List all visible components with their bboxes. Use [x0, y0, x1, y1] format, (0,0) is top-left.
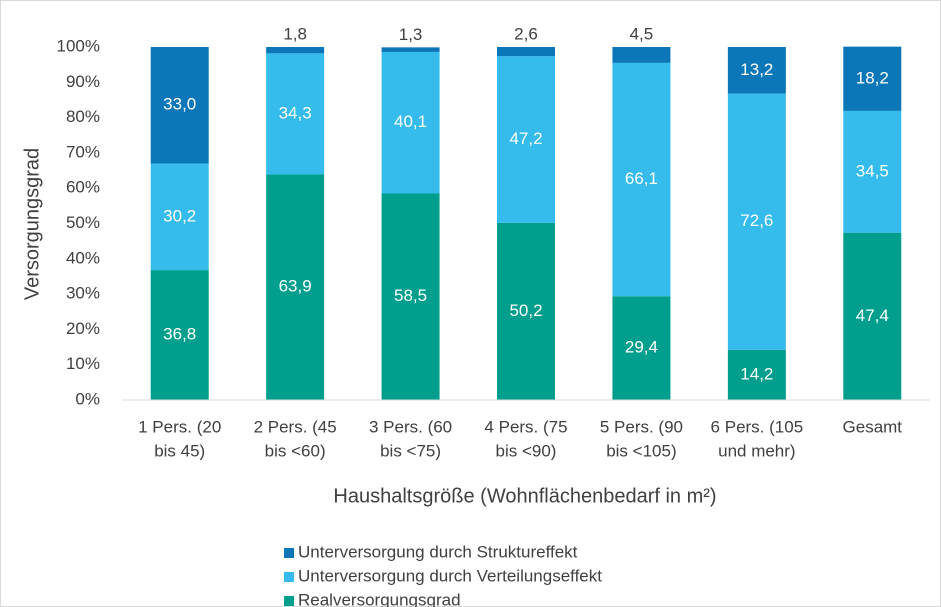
bar-segment: [150, 47, 209, 164]
bar-segment: [843, 110, 902, 233]
x-tick-label: bis <75): [380, 441, 441, 460]
y-tick-label: 90%: [66, 72, 100, 91]
legend-swatch: [284, 548, 294, 558]
y-tick-label: 30%: [66, 284, 100, 303]
value-label: 58,5: [394, 286, 427, 305]
x-tick-label: bis <90): [496, 441, 557, 460]
value-label: 63,9: [279, 277, 312, 296]
bar-segment: [727, 349, 786, 400]
value-label: 1,3: [399, 25, 423, 44]
value-label: 36,8: [163, 325, 196, 344]
bar-segment: [150, 163, 209, 271]
value-label: 1,8: [283, 24, 307, 43]
legend-label: Unterversorgung durch Struktureffekt: [298, 542, 578, 561]
value-label: 18,2: [856, 68, 889, 87]
bar-segment: [381, 193, 440, 400]
x-tick-label: bis <105): [606, 441, 676, 460]
bar-segment: [266, 174, 325, 400]
value-label: 50,2: [509, 301, 542, 320]
bar-segment: [497, 56, 555, 223]
x-tick-label: bis <60): [265, 441, 326, 460]
bar-segment: [381, 51, 440, 194]
x-tick-label: bis 45): [154, 441, 205, 460]
legend-label: Realversorgungsgrad: [298, 590, 461, 607]
bar-segment: [727, 47, 786, 94]
x-tick-label: 3 Pers. (60: [369, 417, 452, 436]
value-label: 40,1: [394, 112, 427, 131]
value-label: 33,0: [163, 95, 196, 114]
bar-segment: [150, 270, 209, 400]
bar-segment: [843, 232, 902, 400]
bar-segment: [612, 47, 671, 63]
bar-segment: [727, 93, 786, 350]
value-label: 13,2: [740, 60, 773, 79]
bar-segment: [266, 53, 325, 175]
value-label: 47,4: [856, 306, 889, 325]
bar-segment: [497, 222, 555, 400]
y-tick-label: 100%: [57, 36, 100, 55]
bar-segment: [381, 47, 440, 52]
value-label: 2,6: [514, 24, 538, 43]
x-tick-label: 6 Pers. (105: [711, 417, 804, 436]
y-axis-title: Versorgungsgrad: [21, 148, 43, 300]
y-tick-label: 80%: [66, 107, 100, 126]
x-tick-label: 5 Pers. (90: [600, 417, 683, 436]
bar-segment: [497, 47, 555, 57]
value-label: 4,5: [630, 24, 654, 43]
x-tick-label: 1 Pers. (20: [138, 417, 221, 436]
value-label: 66,1: [625, 169, 658, 188]
value-label: 30,2: [163, 206, 196, 225]
y-tick-label: 20%: [66, 319, 100, 338]
legend-label: Unterversorgung durch Verteilungseffekt: [298, 566, 602, 585]
x-tick-label: Gesamt: [843, 417, 903, 436]
value-label: 34,3: [279, 103, 312, 122]
x-tick-label: 2 Pers. (45: [254, 417, 337, 436]
x-tick-label: und mehr): [718, 441, 795, 460]
y-tick-label: 50%: [66, 213, 100, 232]
bar-segment: [612, 296, 671, 400]
bar-segment: [843, 46, 902, 111]
legend-swatch: [284, 596, 294, 606]
y-tick-label: 40%: [66, 248, 100, 267]
value-label: 14,2: [740, 364, 773, 383]
y-tick-label: 60%: [66, 178, 100, 197]
value-label: 29,4: [625, 338, 658, 357]
legend-swatch: [284, 572, 294, 582]
value-label: 72,6: [740, 211, 773, 230]
bar-segment: [266, 47, 325, 54]
y-tick-label: 10%: [66, 354, 100, 373]
bar-segment: [612, 62, 671, 297]
y-tick-label: 70%: [66, 142, 100, 161]
x-axis-title: Haushaltsgröße (Wohnflächenbedarf in m²): [333, 485, 716, 507]
value-label: 34,5: [856, 161, 889, 180]
y-tick-label: 0%: [75, 389, 100, 408]
x-tick-label: 4 Pers. (75: [484, 417, 567, 436]
value-label: 47,2: [509, 129, 542, 148]
